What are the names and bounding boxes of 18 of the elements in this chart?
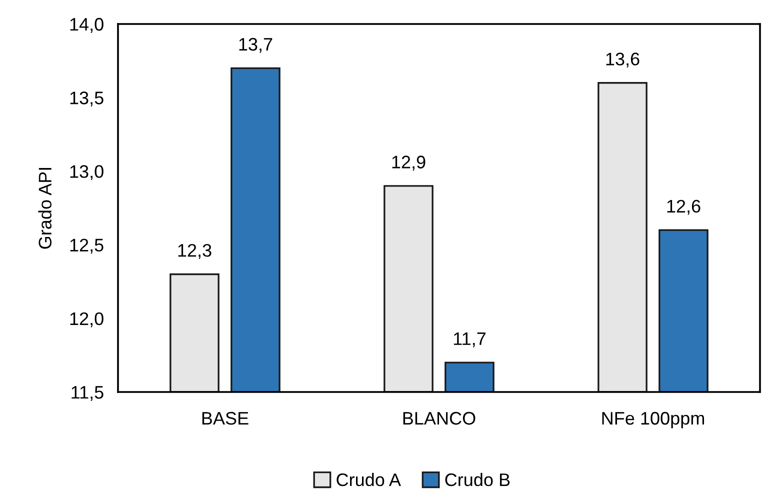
y-axis-title: Grado API [38, 168, 52, 249]
data-label: 11,7 [454, 332, 486, 348]
x-tick-label: BLANCO [403, 412, 476, 425]
x-tick-label: NFe 100ppm [602, 412, 704, 428]
y-tick-label: 12,0 [70, 312, 104, 328]
y-tick-label: 11,5 [72, 386, 104, 401]
legend-label: Crudo A [336, 472, 401, 486]
y-tick-label: 13,5 [70, 92, 104, 106]
y-tick-label: 12,5 [70, 238, 104, 254]
x-tick-label: BASE [202, 412, 248, 425]
data-label: 12,9 [392, 156, 426, 171]
data-label: 13,7 [239, 38, 272, 53]
legend-label: Crudo B [445, 472, 510, 486]
data-label: 12,6 [667, 200, 700, 215]
y-tick-label: 14,0 [70, 18, 104, 33]
data-label: 12,3 [178, 244, 212, 259]
y-tick-label: 13,0 [70, 165, 104, 180]
data-label: 13,6 [606, 52, 640, 68]
